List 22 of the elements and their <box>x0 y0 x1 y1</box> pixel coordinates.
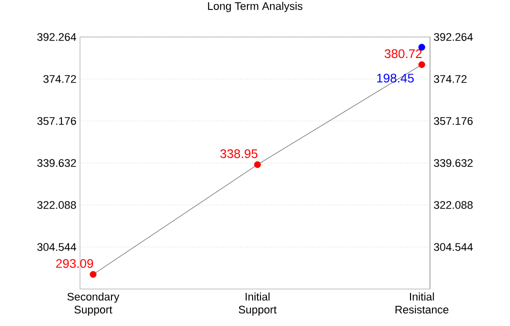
y2-tick-label: 357.176 <box>434 117 473 125</box>
y2-tick-label: 374.72 <box>434 75 466 83</box>
x-tick-label: Initial Resistance <box>396 292 448 314</box>
data-label: 338.95 <box>220 149 258 158</box>
y-tick-label: 339.632 <box>37 159 76 167</box>
y-tick-label: 357.176 <box>37 117 76 125</box>
y-tick-label: 392.264 <box>37 33 76 41</box>
y2-tick-label: 322.088 <box>434 201 473 209</box>
x-tick-label: Initial Support <box>238 292 277 316</box>
y2-tick-label: 392.264 <box>434 33 473 41</box>
y-tick-label: 304.544 <box>37 243 76 251</box>
y2-tick-label: 304.544 <box>434 243 473 251</box>
point <box>90 271 97 278</box>
y-tick-label: 374.72 <box>43 75 76 83</box>
point <box>254 161 261 168</box>
y2-tick-label: 339.632 <box>434 159 473 167</box>
data-label: 380.72 <box>384 49 422 58</box>
chart-title: Long Term Analysis <box>208 2 302 12</box>
x-tick-label: Secondary Support <box>67 292 120 316</box>
y-tick-label: 322.088 <box>37 201 76 209</box>
point <box>418 61 426 68</box>
data-label: 293.09 <box>56 259 94 268</box>
